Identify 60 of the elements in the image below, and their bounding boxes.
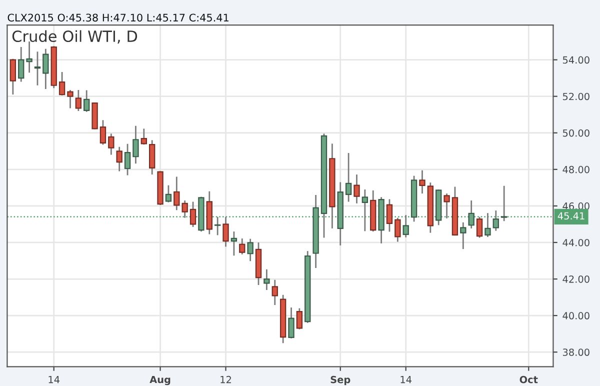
- candlestick: [67, 89, 74, 109]
- candlestick: [140, 128, 147, 146]
- y-tick-label: 42.00: [562, 275, 590, 283]
- x-tick-label: 12: [220, 376, 231, 384]
- candlestick: [190, 201, 196, 228]
- candlestick: [247, 238, 254, 262]
- candlestick: [34, 50, 41, 86]
- candlestick: [214, 216, 221, 236]
- candlestick: [26, 40, 32, 74]
- x-tick-label: Aug: [150, 376, 170, 386]
- candlestick: [149, 139, 156, 176]
- candlestick: [108, 132, 114, 156]
- candlestick: [500, 185, 508, 222]
- candlestick: [165, 184, 172, 203]
- x-tick-label: Oct: [520, 376, 538, 384]
- candlestick: [42, 48, 49, 90]
- y-tick-label: 40.00: [562, 312, 590, 320]
- candlestick: [132, 125, 139, 164]
- candlestick: [362, 188, 368, 232]
- candlestick: [468, 200, 474, 230]
- candlestick: [222, 216, 229, 248]
- y-tick-label: 44.00: [562, 238, 590, 246]
- x-tick-label: 14: [48, 376, 60, 384]
- candlestick: [354, 174, 360, 204]
- x-tick-label: Sep: [330, 376, 350, 386]
- candlestick: [460, 222, 466, 250]
- candlestick: [402, 214, 409, 238]
- candlestick: [272, 279, 278, 306]
- text: CLX2015 O:45.38 H:47.10 L:45.17 C:45.41: [8, 14, 228, 22]
- candlestick: [182, 200, 188, 219]
- candlestick: [296, 308, 303, 330]
- candlestick: [239, 238, 246, 256]
- x-tick-label: 14: [400, 376, 412, 384]
- candlestick: [288, 306, 294, 340]
- candlestick: [100, 119, 106, 146]
- candlestick: [58, 71, 66, 96]
- candlestick: [394, 217, 401, 242]
- y-tick-label: 50.00: [562, 129, 590, 137]
- candlestick: [124, 143, 131, 176]
- candlestick: [75, 89, 82, 112]
- candlestick: [484, 212, 491, 238]
- candlestick: [18, 46, 24, 82]
- y-tick-label: 38.00: [562, 348, 590, 356]
- candlestick: [419, 170, 426, 194]
- y-tick-label: 54.00: [562, 56, 590, 64]
- candlestick: [386, 198, 393, 232]
- candlestick: [345, 152, 352, 202]
- ref-line-label: 45.41: [558, 212, 584, 220]
- candlestick: [230, 230, 238, 256]
- y-tick-label: 52.00: [562, 92, 590, 100]
- candlestick: [174, 176, 180, 211]
- candlestick: [476, 216, 483, 238]
- y-tick-label: 48.00: [562, 166, 590, 174]
- candlestick: [84, 90, 90, 113]
- chart-title: Crude Oil WTI, D: [12, 30, 138, 44]
- candlestick: [492, 210, 499, 232]
- candlestick: [444, 192, 450, 220]
- candlestick: [116, 146, 122, 172]
- candlestick: [10, 58, 16, 96]
- candlestick: [264, 268, 270, 291]
